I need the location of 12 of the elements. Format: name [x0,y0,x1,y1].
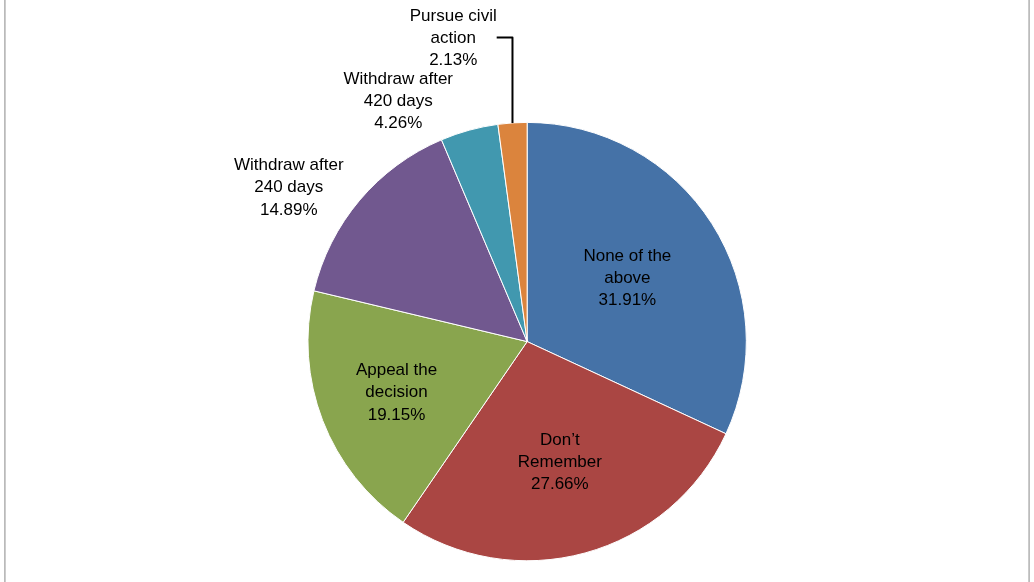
slice-label: Withdraw after 420 days [343,69,454,111]
slice-label: Appeal the decision [355,360,438,402]
slice-label: Don’t Remember [517,429,603,471]
data-label: 19.15% [367,404,426,424]
data-label: 27.66% [531,474,589,494]
data-label: 14.89% [259,199,318,219]
data-label: 31.91% [598,290,657,310]
slice-label: Pursue civil action [409,6,497,48]
slice-label: Withdraw after 240 days [233,155,344,197]
data-label: 2.13% [429,50,478,70]
slice-label: None of the above [583,245,672,288]
data-label: 4.26% [374,113,423,133]
